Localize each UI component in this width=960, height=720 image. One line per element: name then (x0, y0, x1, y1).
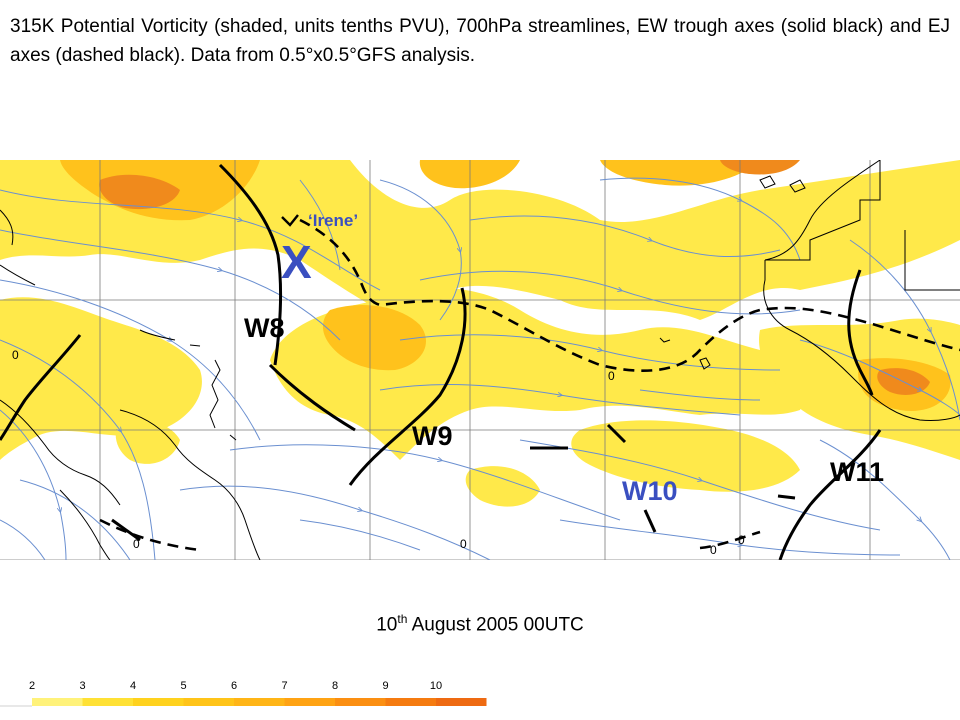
trough-axis-w11-south (778, 429, 882, 560)
scale-cell (234, 698, 285, 706)
wave-label-w10: W10 (622, 476, 678, 506)
storm-name: ‘Irene’ (308, 211, 358, 230)
contour-label: 0 (133, 537, 140, 551)
scale-cell (32, 698, 83, 706)
scale-bar (0, 698, 487, 707)
scale-tick-label: 7 (281, 680, 288, 692)
storm-symbol (281, 214, 299, 227)
zero-contour-labels: 0 0 0 0 0 0 (12, 348, 745, 557)
scale-cell (284, 698, 335, 706)
contour-label: 0 (12, 348, 19, 362)
scale-cell (436, 698, 487, 706)
contour-label: 0 (710, 543, 717, 557)
scale-tick-label: 8 (331, 680, 339, 692)
scale-cell (133, 698, 184, 706)
pv-colour-scale: 2 3 4 5 6 7 8 9 10 (0, 680, 960, 720)
trough-axis-segment-b (606, 423, 627, 444)
storm-mark: X (281, 236, 312, 288)
easterly-jet-axes (99, 218, 960, 552)
ej-axis-north (299, 218, 960, 373)
wave-label-w9: W9 (412, 421, 453, 451)
date-day: 10 (376, 614, 398, 636)
date-suffix: th (397, 612, 408, 626)
coastlines (0, 160, 960, 560)
wave-label-w11: W11 (830, 457, 884, 487)
wave-label-w8: W8 (244, 313, 285, 343)
scale-cell (82, 698, 133, 706)
contour-label: 0 (460, 537, 467, 551)
map-caption: 315K Potential Vorticity (shaded, units … (10, 16, 950, 66)
trough-axis-w10 (643, 509, 657, 533)
scale-cell (335, 698, 386, 706)
pv-map: 0 0 0 0 0 0 X ‘Irene’ W8 W9 W10 W11 (0, 160, 960, 560)
scale-tick-label: 4 (129, 680, 137, 692)
pv-map-canvas: 0 0 0 0 0 0 X ‘Irene’ W8 W9 W10 W11 (0, 160, 960, 560)
trough-axis-west (0, 334, 82, 441)
scale-cell (183, 698, 234, 706)
scale-tick-label: 2 (28, 680, 36, 692)
trough-axis-w8-north (218, 163, 283, 366)
date-rest: August 2005 00UTC (407, 614, 584, 636)
ej-axis-south-east (699, 530, 761, 550)
trough-axis-segment-d (111, 518, 141, 542)
contour-label: 0 (738, 533, 745, 547)
trough-axis-w9 (348, 287, 467, 486)
scale-tick-label: 10 (429, 680, 443, 692)
lat-lon-grid (0, 160, 960, 560)
scale-cell (385, 698, 436, 706)
scale-tick-label: 3 (79, 680, 86, 692)
trough-axis-segment-c (777, 494, 796, 500)
scale-tick-label: 6 (230, 680, 238, 692)
ej-axis-south-west (99, 518, 201, 552)
trough-axis-w8-south (268, 363, 356, 432)
scale-tick-label: 5 (180, 680, 187, 692)
trough-axis-w11-north (847, 269, 874, 396)
contour-label: 0 (608, 369, 615, 383)
scale-tick-label: 9 (382, 680, 389, 692)
analysis-date: 10th August 2005 00UTC (0, 612, 960, 636)
trough-axes (0, 163, 882, 560)
wave-labels: W8 W9 W10 W11 (244, 313, 884, 506)
